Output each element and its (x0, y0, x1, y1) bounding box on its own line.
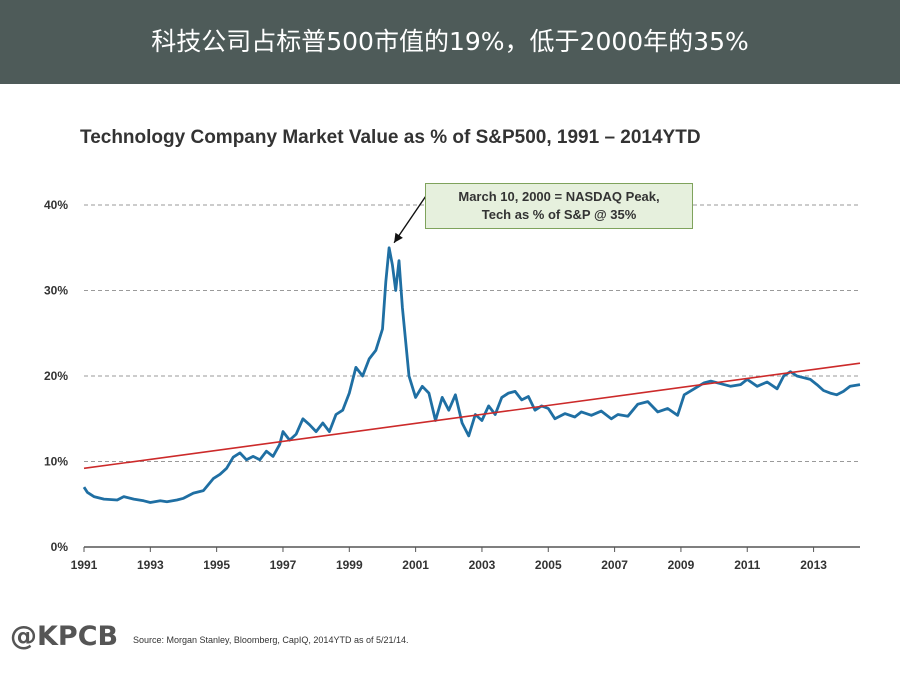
x-tick-label: 2007 (601, 558, 628, 572)
y-tick-label: 10% (44, 455, 68, 469)
y-tick-label: 40% (44, 198, 68, 212)
annotation-arrowhead (394, 232, 403, 243)
chart-title: Technology Company Market Value as % of … (80, 127, 701, 148)
x-tick-label: 1995 (203, 558, 230, 572)
annotation-arrow (393, 189, 431, 244)
x-tick-label: 2011 (734, 558, 760, 572)
x-tick-label: 1999 (336, 558, 363, 572)
x-tick-label: 2001 (402, 558, 429, 572)
title-banner (0, 0, 900, 84)
y-tick-label: 20% (44, 369, 68, 383)
trend-line (83, 362, 861, 470)
source-note: Source: Morgan Stanley, Bloomberg, CapIQ… (133, 635, 409, 645)
annotation-line-1: March 10, 2000 = NASDAQ Peak, (458, 189, 660, 204)
page-title: 科技公司占标普500市值的19%，低于2000年的35% (151, 27, 749, 56)
x-tick-label: 1993 (137, 558, 164, 572)
annotation-line-2: Tech as % of S&P @ 35% (481, 207, 637, 222)
y-tick-label: 0% (51, 540, 69, 554)
x-tick-label: 2005 (535, 558, 562, 572)
x-tick-label: 1997 (270, 558, 297, 572)
x-tick-label: 1991 (71, 558, 98, 572)
x-tick-label: 2013 (800, 558, 827, 572)
nasdaq-peak-annotation: March 10, 2000 = NASDAQ Peak, Tech as % … (425, 183, 693, 229)
x-tick-label: 2003 (469, 558, 496, 572)
tech-share-line (82, 246, 861, 504)
y-tick-label: 30% (44, 284, 68, 298)
kpcb-logo: @KPCB (10, 621, 119, 652)
x-tick-label: 2009 (668, 558, 695, 572)
